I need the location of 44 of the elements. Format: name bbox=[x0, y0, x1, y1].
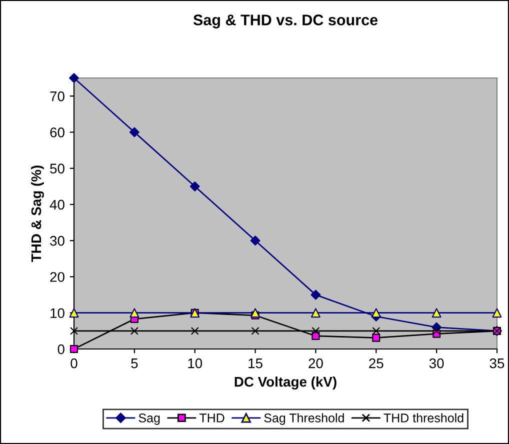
y-tick-label: 70 bbox=[50, 91, 64, 102]
x-tick-label: 10 bbox=[188, 358, 202, 368]
point bbox=[371, 308, 381, 318]
point bbox=[130, 308, 140, 318]
legend-label: Sag bbox=[138, 414, 160, 425]
point bbox=[69, 73, 79, 83]
point bbox=[70, 326, 78, 335]
y-tick-label: 0 bbox=[58, 344, 64, 354]
x-tick-label: 0 bbox=[70, 358, 78, 368]
y-tick-label: 10 bbox=[50, 308, 64, 318]
point bbox=[312, 326, 320, 335]
x-axis-title: DC Voltage (kV) bbox=[234, 376, 336, 390]
legend-label: Sag Threshold bbox=[264, 413, 344, 425]
point bbox=[130, 326, 138, 335]
x-tick-label: 15 bbox=[248, 358, 262, 368]
x-tick-label: 25 bbox=[369, 358, 384, 368]
point bbox=[310, 308, 320, 318]
y-tick-label: 40 bbox=[50, 200, 64, 210]
y-tick-label: 20 bbox=[50, 272, 64, 282]
x-tick-label: 35 bbox=[490, 358, 504, 368]
y-tick-label: 60 bbox=[50, 128, 64, 138]
point bbox=[432, 326, 441, 335]
y-tick-label: 30 bbox=[50, 236, 64, 246]
legend-label: THD threshold bbox=[384, 413, 464, 422]
x-tick-label: 30 bbox=[429, 358, 444, 368]
legend-label: THD bbox=[199, 414, 224, 422]
y-tick-label: 50 bbox=[50, 164, 64, 174]
point bbox=[250, 236, 260, 246]
chart-title: Sag & THD vs. DC source bbox=[193, 14, 378, 28]
point bbox=[69, 308, 79, 318]
x-tick-label: 20 bbox=[308, 358, 323, 368]
point bbox=[250, 308, 260, 318]
x-tick-label: 5 bbox=[131, 358, 138, 368]
y-axis-title: THD & Sag (%) bbox=[30, 166, 44, 262]
point bbox=[432, 308, 442, 318]
point bbox=[372, 326, 380, 335]
point bbox=[70, 344, 78, 354]
point bbox=[190, 326, 199, 335]
point bbox=[310, 290, 321, 300]
point bbox=[492, 308, 502, 318]
point bbox=[129, 127, 140, 138]
point bbox=[251, 326, 260, 335]
point bbox=[372, 334, 380, 342]
point bbox=[190, 181, 200, 192]
